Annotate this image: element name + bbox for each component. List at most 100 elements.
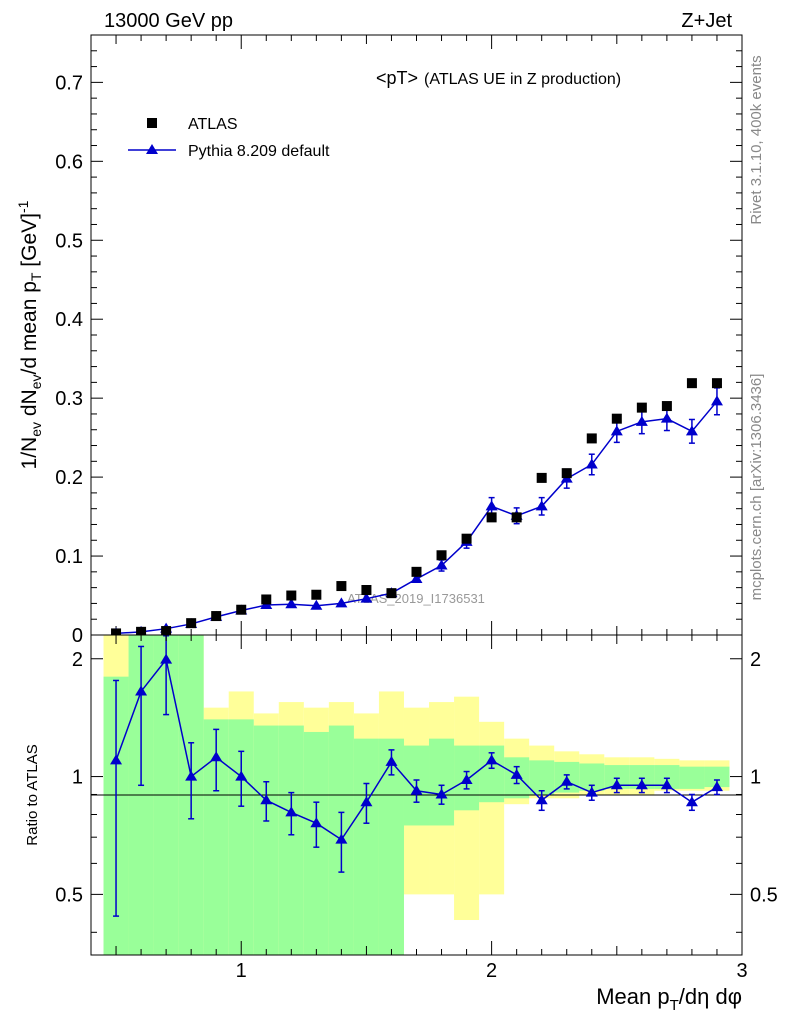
main-y-axis-label: 1/Nev dNev/d mean pT [GeV]-1	[15, 200, 44, 469]
mcplots-label: mcplots.cern.ch [arXiv:1306.3436]	[748, 374, 765, 601]
atlas-data-point	[486, 512, 497, 523]
mc-point	[310, 599, 323, 610]
main-y-tick-label: 0.5	[55, 230, 83, 252]
atlas-data-point	[561, 468, 572, 479]
plot-title-sub: (ATLAS UE in Z production)	[424, 71, 621, 88]
ratio-band-inner-bin	[704, 766, 730, 788]
header-left: 13000 GeV pp	[104, 10, 233, 32]
atlas-data-point	[311, 589, 322, 600]
ratio-y-axis-label: Ratio to ATLAS	[24, 744, 41, 845]
ratio-point	[685, 796, 698, 807]
ratio-band-inner-bin	[679, 766, 705, 789]
atlas-data-point	[336, 581, 347, 592]
ratio-point	[435, 788, 448, 799]
legend-mc-marker	[146, 144, 158, 154]
ratio-point	[710, 781, 723, 792]
ratio-y-tick-label: 2	[72, 649, 83, 671]
ratio-band-inner-bin	[253, 725, 279, 955]
atlas-data-point	[286, 590, 297, 601]
ratio-band-inner-bin	[604, 765, 630, 789]
legend-mc-label: Pythia 8.209 default	[188, 143, 330, 160]
mc-point	[535, 500, 548, 511]
mc-point	[685, 425, 698, 436]
ratio-mc-points	[110, 634, 723, 917]
atlas-data-point	[136, 626, 147, 637]
ratio-point	[535, 794, 548, 805]
main-x-ticks	[90, 35, 743, 635]
ratio-x-ticks: 1 2 3	[90, 635, 748, 982]
main-y-tick-label: 0.4	[55, 309, 83, 331]
atlas-data-point	[511, 512, 522, 523]
ratio-point	[635, 779, 648, 790]
ratio-point	[410, 784, 423, 795]
atlas-data-point	[536, 472, 547, 483]
ratio-y-tick-label-right: 1	[750, 767, 761, 789]
ratio-point	[585, 786, 598, 797]
plot-title-main: <pT>	[376, 68, 418, 88]
ratio-point	[485, 754, 498, 765]
atlas-data-point	[261, 594, 272, 605]
mc-point	[435, 559, 448, 570]
ratio-point	[260, 794, 273, 805]
atlas-data-point	[686, 378, 697, 389]
mc-point	[710, 395, 723, 406]
main-y-tick-label: 0.6	[55, 151, 83, 173]
ratio-band-inner-bin	[529, 760, 555, 795]
rivet-label: Rivet 3.1.10, 400k events	[748, 55, 765, 224]
ratio-point	[460, 773, 473, 784]
ratio-point	[135, 685, 148, 696]
mc-point	[285, 598, 298, 609]
ratio-band-inner-bin	[353, 738, 379, 955]
mc-point	[360, 592, 373, 603]
main-y-tick-label: 0.3	[55, 388, 83, 410]
header-right: Z+Jet	[681, 10, 732, 32]
ratio-point	[660, 779, 673, 790]
atlas-data-point	[361, 585, 372, 595]
ratio-band-inner-bin	[654, 765, 680, 789]
mc-point	[410, 572, 423, 583]
atlas-data-point	[186, 618, 197, 629]
atlas-data-point	[661, 401, 672, 412]
atlas-data-point	[211, 611, 222, 622]
mc-point	[585, 458, 598, 469]
main-y-tick-label: 0.1	[55, 546, 83, 568]
legend: ATLAS Pythia 8.209 default	[128, 116, 330, 160]
atlas-data-point	[111, 628, 122, 639]
ratio-y-tick-label: 1	[72, 767, 83, 789]
ratio-point	[210, 751, 223, 762]
ratio-plot-panel: 0.5 0.5 1 1 2 2 1 2 3	[55, 634, 778, 982]
ratio-y-tick-label-right: 0.5	[750, 884, 778, 906]
ratio-point	[235, 770, 248, 781]
atlas-data-points	[111, 378, 722, 639]
ratio-x-tick-label: 3	[736, 960, 747, 982]
ratio-point	[610, 779, 623, 790]
ratio-point	[110, 754, 123, 765]
atlas-data-point	[386, 588, 397, 599]
ratio-point	[360, 796, 373, 807]
ratio-y-tick-label-right: 2	[750, 649, 761, 671]
main-plot-frame	[90, 34, 743, 636]
ratio-point	[560, 775, 573, 786]
mc-point	[610, 425, 623, 436]
legend-atlas-marker	[147, 118, 157, 128]
ratio-band-inner-bin	[629, 765, 655, 789]
x-axis-label: Mean pT/dη dφ	[596, 984, 742, 1014]
atlas-data-point	[436, 550, 447, 561]
ratio-point	[160, 653, 173, 664]
ratio-x-tick-label: 1	[236, 960, 247, 982]
legend-atlas-label: ATLAS	[188, 116, 238, 133]
main-plot-panel: 00.10.20.30.40.50.60.7 ATLAS_2019_I17365…	[55, 34, 743, 647]
atlas-data-point	[611, 413, 622, 424]
ratio-point	[285, 806, 298, 817]
main-y-tick-label: 0	[72, 625, 83, 647]
ratio-point	[385, 755, 398, 766]
atlas-data-point	[161, 626, 172, 637]
ratio-band-inner-bin	[429, 738, 455, 826]
atlas-data-point	[586, 433, 597, 444]
atlas-data-point	[411, 566, 422, 577]
ratio-y-tick-label: 0.5	[55, 884, 83, 906]
mc-point	[660, 412, 673, 423]
main-y-tick-label: 0.2	[55, 467, 83, 489]
mc-point	[335, 597, 348, 608]
